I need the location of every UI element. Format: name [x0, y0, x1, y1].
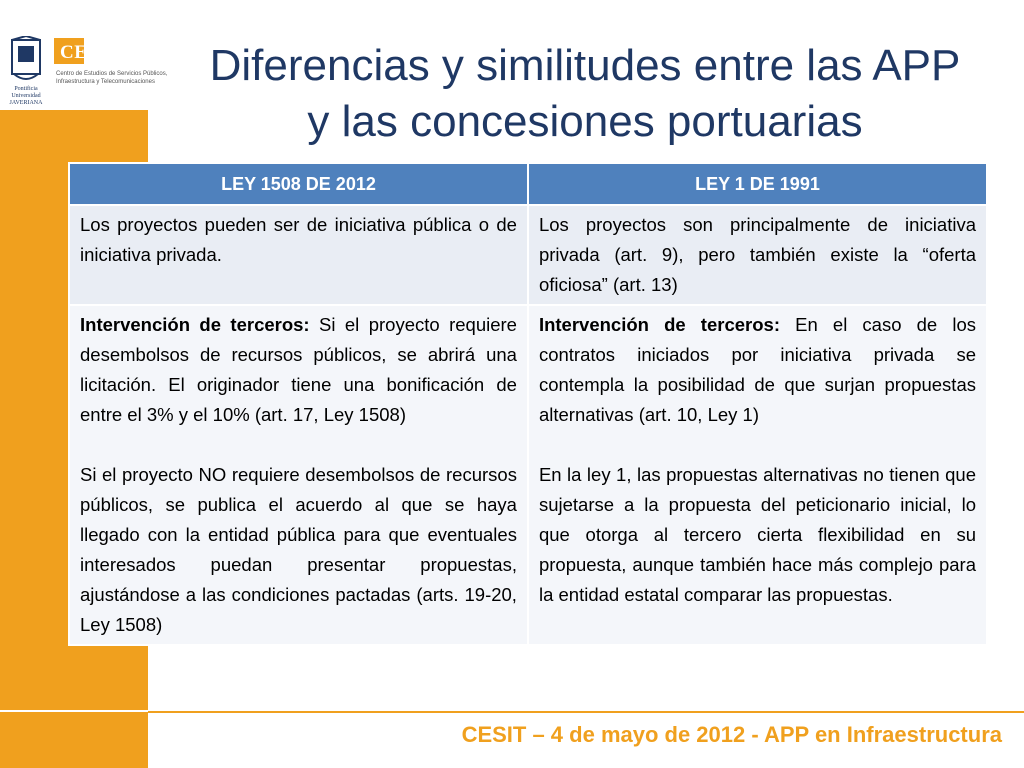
- orange-corner-block: [0, 712, 148, 768]
- cell-paragraph: Intervención de terceros: En el caso de …: [538, 314, 977, 425]
- title-line-1: Diferencias y similitudes entre las APP: [209, 41, 961, 90]
- footer-divider: [148, 711, 1024, 713]
- table-row: Los proyectos pueden ser de iniciativa p…: [70, 206, 986, 304]
- university-name: Pontificia Universidad JAVERIANA: [9, 86, 43, 106]
- table-cell: Intervención de terceros: En el caso de …: [528, 306, 986, 644]
- table-cell: Los proyectos son principalmente de inic…: [528, 206, 986, 304]
- title-line-2: y las concesiones portuarias: [307, 97, 863, 146]
- cell-paragraph: Los proyectos pueden ser de iniciativa p…: [80, 214, 517, 265]
- footer-text: CESIT – 4 de mayo de 2012 - APP en Infra…: [461, 722, 1002, 747]
- university-seal-icon: [11, 36, 41, 80]
- slide-title: Diferencias y similitudes entre las APP …: [150, 38, 1020, 150]
- table-cell: Los proyectos pueden ser de iniciativa p…: [70, 206, 527, 304]
- cell-paragraph: Intervención de terceros: Si el proyecto…: [80, 314, 517, 425]
- table-header-row: LEY 1508 DE 2012 LEY 1 DE 1991: [70, 164, 986, 204]
- cell-paragraph: Los proyectos son principalmente de inic…: [538, 214, 976, 295]
- logo-area: Pontificia Universidad JAVERIANA CESIT C…: [0, 30, 200, 106]
- column-header-ley-1508: LEY 1508 DE 2012: [70, 164, 527, 204]
- comparison-table: LEY 1508 DE 2012 LEY 1 DE 1991 Los proye…: [68, 162, 988, 646]
- table-row: Intervención de terceros: Si el proyecto…: [70, 306, 986, 644]
- table-cell: Intervención de terceros: Si el proyecto…: [70, 306, 527, 644]
- cell-paragraph: En la ley 1, las propuestas alternativas…: [538, 464, 976, 605]
- cesit-logo-text: CESIT: [60, 42, 120, 63]
- cell-paragraph: Si el proyecto NO requiere desembolsos d…: [80, 464, 517, 635]
- cesit-logo-box: [54, 38, 84, 64]
- cesit-subtitle: Centro de Estudios de Servicios Públicos…: [56, 71, 168, 85]
- column-header-ley-1: LEY 1 DE 1991: [528, 164, 986, 204]
